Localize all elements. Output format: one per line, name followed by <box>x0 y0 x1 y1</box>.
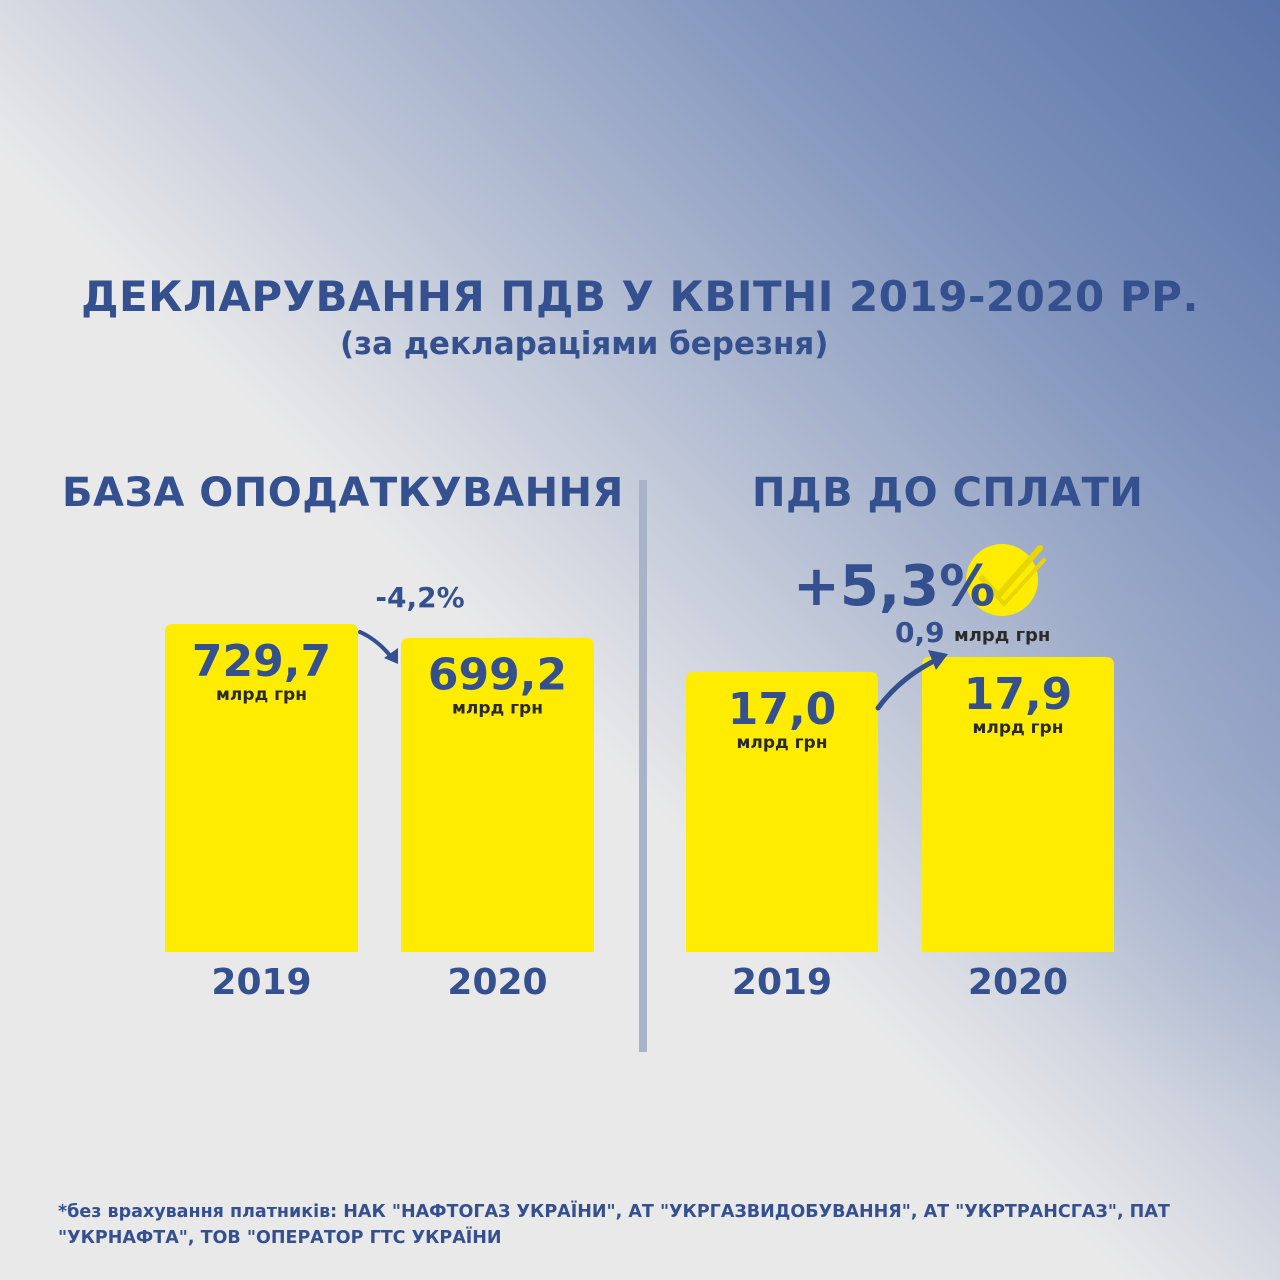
data-label-2019: 17,0 <box>728 684 837 735</box>
data-label-2020: 699,2 <box>428 650 567 701</box>
page-title: ДЕКЛАРУВАННЯ ПДВ У КВІТНІ 2019-2020 РР. <box>81 272 1199 321</box>
data-unit-2019: млрд грн <box>216 685 307 705</box>
change-arrowhead-vat-payable <box>928 650 948 670</box>
change-label-tax-base: -4,2% <box>375 581 464 614</box>
data-unit-2020: млрд грн <box>452 699 543 719</box>
section-divider <box>639 480 647 1052</box>
tick-label-2020: 2020 <box>447 962 547 1003</box>
bar-2019 <box>686 671 878 952</box>
data-unit-2019: млрд грн <box>737 733 828 753</box>
bar-2020 <box>401 637 594 952</box>
change-arrowhead-tax-base <box>384 648 398 664</box>
change-arrow-vat-payable <box>875 657 939 711</box>
check-badge <box>966 544 1038 616</box>
tick-label-2019: 2019 <box>732 962 832 1003</box>
chart-title-tax-base: БАЗА ОПОДАТКУВАННЯ <box>62 470 624 516</box>
bar-2020 <box>922 657 1114 952</box>
tick-label-2019: 2019 <box>211 962 311 1003</box>
change-label-vat-payable: +5,3% <box>793 554 995 619</box>
data-unit-2020: млрд грн <box>973 718 1064 738</box>
change-arrow-tax-base <box>358 630 394 660</box>
tick-label-2020: 2020 <box>968 962 1068 1003</box>
page-subtitle: (за деклараціями березня) <box>340 326 829 362</box>
data-label-2019: 729,7 <box>192 636 331 687</box>
data-label-2020: 17,9 <box>964 669 1073 720</box>
footnote: *без врахування платників: НАК "НАФТОГАЗ… <box>58 1202 1170 1248</box>
chart-title-vat-payable: ПДВ ДО СПЛАТИ <box>752 470 1144 516</box>
change-abs-value: 0,9 <box>895 616 945 649</box>
change-abs-unit: млрд грн <box>954 625 1050 646</box>
check-icon-second <box>988 558 1046 608</box>
bar-2019 <box>165 624 358 952</box>
